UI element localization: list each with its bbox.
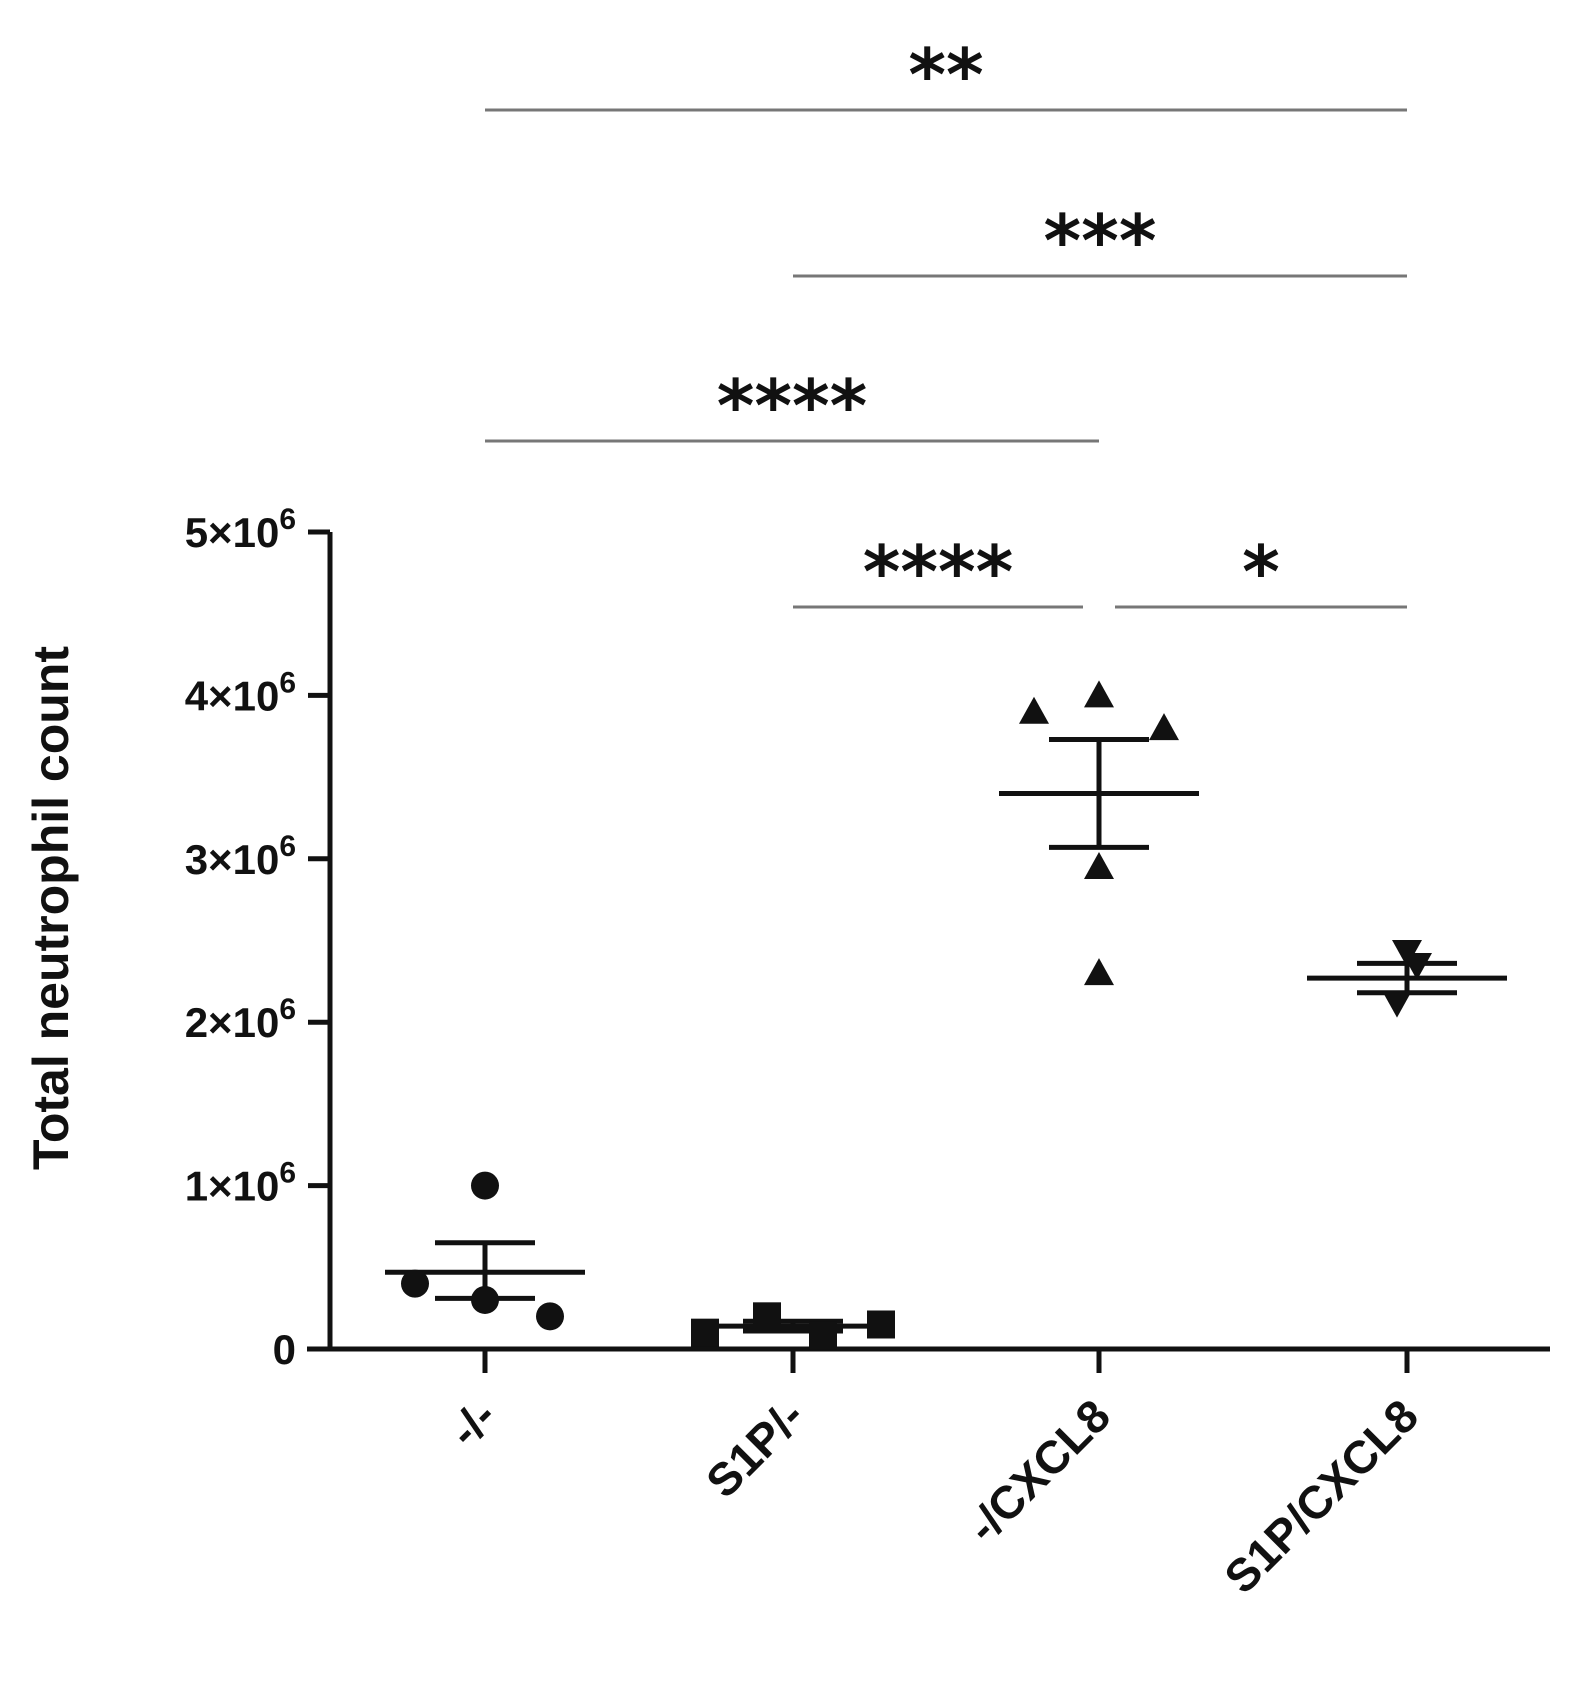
data-point-triangle-down [1402,953,1432,981]
y-tick-label: 3×106 [185,830,296,883]
data-point-circle [401,1269,429,1298]
significance-label: *** [1044,199,1157,283]
data-point-square [809,1321,837,1350]
significance-label: ** [908,33,983,117]
data-point-triangle-down [1382,990,1412,1018]
significance-label: **** [863,530,1014,614]
y-tick-label: 4×106 [185,666,296,719]
data-point-triangle-up [1084,680,1114,708]
data-point-circle [471,1171,499,1200]
y-tick-label: 0 [273,1326,296,1373]
x-tick-label: -/CXCL8 [957,1389,1120,1552]
x-ticks: -/- S1P/- -/CXCL8 S1P/CXCL8 [439,1349,1428,1603]
data-point-triangle-up [1084,851,1114,879]
significance-label: **** [717,364,868,448]
y-tick-label: 2×106 [185,993,296,1046]
axes [307,532,1550,1352]
data-point-triangle-up [1084,958,1114,986]
y-ticks: 0 1×106 2×106 3×106 4×106 5×106 [185,503,330,1373]
data-point-triangle-up [1149,713,1179,741]
data-point-square [867,1310,895,1339]
data-points [401,680,1432,1350]
significance-brackets: ************* * [485,33,1407,614]
y-tick-label: 1×106 [185,1157,296,1210]
x-tick-label: -/- [439,1389,506,1456]
error-bars [385,737,1507,1334]
data-point-circle [471,1285,499,1314]
y-axis-label: Total neutrophil count [23,646,79,1170]
x-tick-label: S1P/- [696,1389,814,1507]
data-point-circle [536,1302,564,1331]
data-point-triangle-up [1019,696,1049,724]
x-tick-label: S1P/CXCL8 [1214,1389,1428,1603]
significance-label: * [1242,530,1280,614]
data-point-square [691,1318,719,1347]
data-point-square [753,1302,781,1331]
y-tick-label: 5×106 [185,503,296,556]
